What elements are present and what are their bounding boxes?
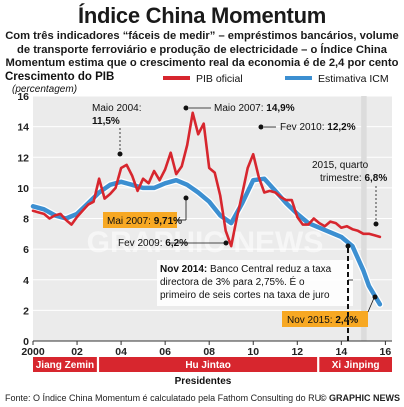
x-tick-label: 02 — [71, 346, 83, 358]
y-axis-label: Crescimento do PIB — [5, 71, 114, 83]
callout-line-2: directora de 3% para 2,75%. É o — [160, 275, 305, 288]
annotation-dot — [223, 240, 229, 246]
annotation-text: 2015, quarto — [312, 160, 369, 171]
y-tick-label: 10 — [17, 183, 29, 195]
y-tick-label: 2 — [23, 305, 29, 317]
x-tick-label: 10 — [247, 346, 259, 358]
nov-2014-dot — [345, 243, 351, 249]
page-subtitle: Com três indicadores “fáceis de medir” –… — [5, 30, 399, 69]
x-tick-label: 08 — [203, 346, 215, 358]
annotation-2015-q4: 2015, quarto trimestre: 6,8% — [312, 160, 387, 227]
annotation-dot — [258, 124, 264, 130]
source-note: Fonte: O Índice China Momentum é calcula… — [5, 393, 321, 403]
annotation-value: 11,5% — [92, 116, 120, 127]
legend: PIB oficial Estimativa ICM — [163, 73, 389, 85]
x-tick-label: 12 — [291, 346, 303, 358]
annotation-text: Maio 2004: — [92, 103, 141, 114]
legend-label-official: PIB oficial — [196, 73, 243, 85]
annotation-feb-2009: Fev 2009: 6,2% — [118, 238, 229, 249]
x-tick-label: 06 — [159, 346, 171, 358]
annotation-feb-2010: Fev 2010: 12,2% — [258, 122, 356, 133]
watermark: GRAPHIC NEWS — [87, 226, 324, 259]
y-tick-label: 8 — [23, 214, 29, 226]
president-bar-2 — [319, 357, 392, 372]
highlight-band — [361, 96, 367, 341]
president-name: Xi Jinping — [332, 360, 380, 371]
president-name: Jiang Zemin — [36, 360, 94, 371]
x-tick-label: 2000 — [21, 346, 45, 358]
series-line-official — [31, 111, 382, 248]
president-bar-1 — [99, 357, 318, 372]
y-tick-label: 12 — [17, 152, 29, 164]
annotation-may-2007-icm: Mai 2007: 9,71% — [103, 195, 189, 228]
x-axis-label: Presidentes — [175, 376, 232, 387]
y-tick-label: 16 — [17, 91, 29, 103]
callout-box — [157, 260, 353, 306]
credit: © GRAPHIC NEWS — [320, 393, 400, 403]
callout-nov-2014: Nov 2014: Banco Central reduz a taxa dir… — [157, 260, 353, 306]
annotation-dot — [117, 151, 123, 157]
page-title: Índice China Momentum — [78, 3, 326, 28]
annotation-may-2007: Maio 2007: 14,9% — [183, 103, 295, 114]
annotation-box — [103, 212, 177, 228]
annotation-box — [282, 311, 368, 327]
callout-line-3: primeiro de seis cortes na taxa de juro — [160, 290, 330, 301]
annotation-nov-2015: Nov 2015: 2,4% — [282, 294, 378, 327]
x-tick-label: 14 — [335, 346, 347, 358]
annotation-text: Maio 2007: 14,9% — [214, 103, 295, 114]
annotation-dot — [373, 221, 379, 227]
y-tick-label: 4 — [23, 275, 29, 287]
president-bar-0 — [33, 357, 97, 372]
legend-label-icm: Estimativa ICM — [318, 73, 389, 85]
y-axis-unit: (percentagem) — [12, 84, 77, 95]
annotation-dot — [183, 195, 189, 201]
x-tick-label: 16 — [380, 346, 392, 358]
annotation-text: Fev 2009: 6,2% — [118, 238, 188, 249]
annotation-text: Fev 2010: 12,2% — [280, 122, 356, 133]
x-tick-label: 04 — [115, 346, 127, 358]
y-tick-label: 6 — [23, 244, 29, 256]
annotation-leader — [367, 297, 375, 313]
y-tick-label: 14 — [17, 122, 29, 134]
annotation-text: Nov 2015: 2,4% — [287, 315, 358, 326]
annotation-text-2: trimestre: 6,8% — [320, 173, 387, 184]
callout-line-1: Nov 2014: Banco Central reduz a taxa — [160, 264, 332, 275]
annotation-may-2004: Maio 2004: 11,5% — [92, 103, 141, 157]
annotation-dot — [372, 294, 378, 300]
y-tick-label: 0 — [23, 336, 29, 348]
annotation-text: Mai 2007: 9,71% — [107, 216, 182, 227]
presidents-bar: Jiang Zemin Hu Jintao Xi Jinping — [33, 357, 392, 372]
annotation-dot — [183, 105, 189, 111]
president-name: Hu Jintao — [185, 360, 231, 371]
